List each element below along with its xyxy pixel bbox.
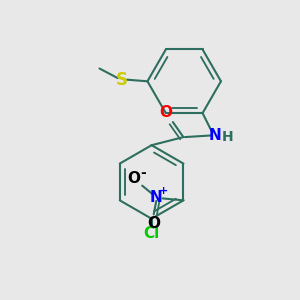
Text: H: H (222, 130, 233, 144)
Text: O: O (147, 216, 160, 231)
Text: -: - (141, 166, 146, 180)
Text: N: N (209, 128, 222, 143)
Text: O: O (159, 105, 172, 120)
Text: N: N (150, 190, 163, 205)
Text: +: + (159, 186, 168, 196)
Text: Cl: Cl (143, 226, 160, 241)
Text: S: S (116, 71, 128, 89)
Text: O: O (128, 171, 140, 186)
